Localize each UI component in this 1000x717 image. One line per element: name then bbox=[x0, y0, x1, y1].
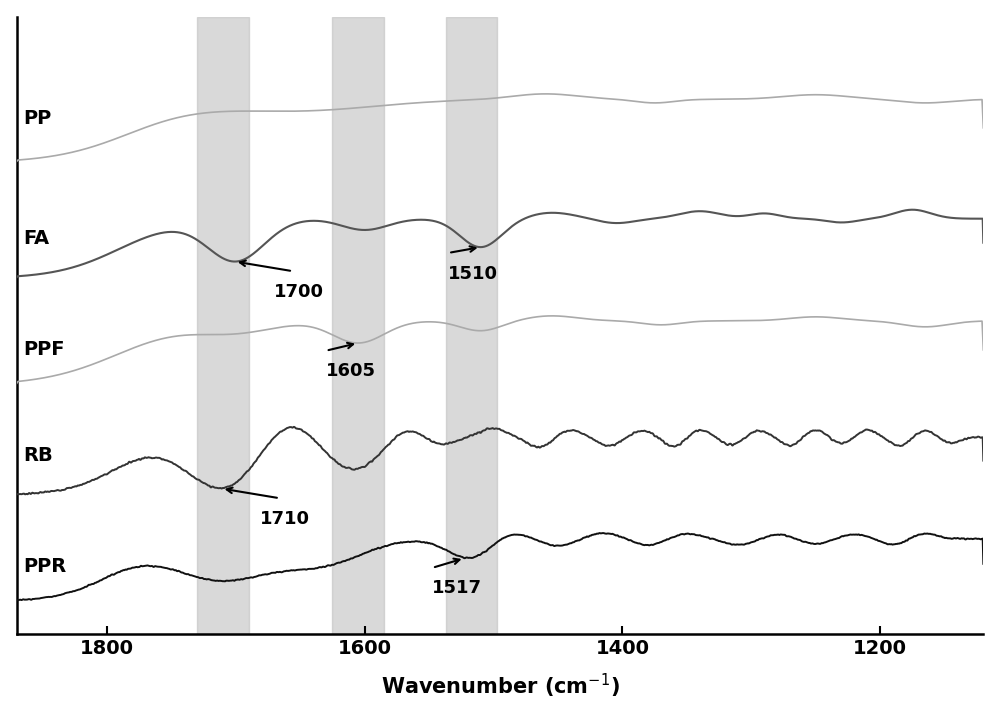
Text: 1605: 1605 bbox=[326, 362, 376, 380]
Text: 1710: 1710 bbox=[260, 510, 310, 528]
X-axis label: Wavenumber (cm$^{-1}$): Wavenumber (cm$^{-1}$) bbox=[381, 672, 619, 701]
Text: RB: RB bbox=[23, 446, 53, 465]
Text: PPF: PPF bbox=[23, 340, 65, 359]
Text: FA: FA bbox=[23, 229, 49, 248]
Text: 1517: 1517 bbox=[432, 579, 482, 597]
Text: PP: PP bbox=[23, 108, 51, 128]
Text: PPR: PPR bbox=[23, 557, 66, 576]
Bar bbox=[332, 16, 384, 635]
Bar bbox=[197, 16, 249, 635]
Text: 1510: 1510 bbox=[448, 265, 498, 282]
Bar bbox=[446, 16, 497, 635]
Text: 1700: 1700 bbox=[274, 282, 324, 301]
